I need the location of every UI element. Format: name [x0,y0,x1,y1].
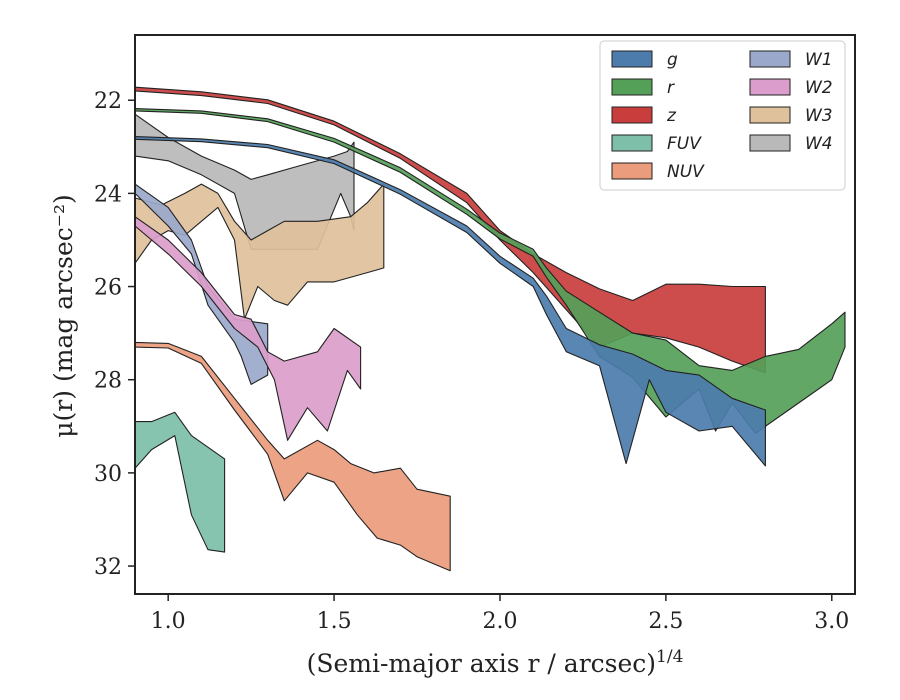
axis-ticks: 1.0 1.5 2.0 2.5 3.0 22 24 26 28 30 32 [94,89,849,634]
y-tick-label: 24 [94,182,122,207]
plot-frame [134,34,856,595]
y-axis-label: μ(r) (mag arcsec⁻²) [49,194,78,437]
legend-swatch-fuv [611,134,653,152]
legend-label-w1: W1 [805,50,833,70]
band-nuv [134,341,451,572]
legend-swatch-w4 [749,134,791,152]
legend-label-fuv: FUV [667,134,702,154]
series-bands [134,86,846,572]
legend: grz FUV NUV W1 W2 W3 W4 [599,40,846,191]
y-tick-label: 28 [94,369,122,394]
legend-label-g: g [667,50,678,70]
legend-label-w3: W3 [805,106,833,126]
x-axis-label-text: (Semi-major axis r / arcsec) [307,649,656,678]
x-tick-label: 1.0 [151,609,186,634]
x-axis-label-exponent: 1/4 [656,647,683,667]
legend-box [599,40,846,191]
band-fuv [134,411,226,553]
band-w3 [134,183,385,320]
band-r [134,108,846,434]
y-tick-label: 22 [94,89,122,114]
x-tick-label: 3.0 [814,609,849,634]
legend-swatch-g [611,50,653,68]
legend-swatch-w3 [749,106,791,124]
y-tick-label: 30 [94,462,122,487]
legend-label-nuv: NUV [667,162,705,182]
legend-swatch-r [611,78,653,96]
band-g [134,136,766,467]
legend-label-w4: W4 [805,134,833,154]
legend-swatch-z [611,106,653,124]
legend-label-r: r [667,78,675,98]
legend-label-w2: W2 [805,78,833,98]
legend-swatch-w2 [749,78,791,96]
x-tick-label: 2.0 [482,609,517,634]
y-tick-label: 26 [94,276,122,301]
x-tick-label: 1.5 [317,609,352,634]
x-tick-label: 2.5 [648,609,683,634]
x-axis-label: (Semi-major axis r / arcsec)1/4 [307,647,684,678]
legend-swatch-nuv [611,162,653,180]
legend-label-z: z [666,106,677,126]
legend-swatch-w1 [749,50,791,68]
y-tick-label: 32 [94,555,122,580]
band-w2 [134,216,362,441]
